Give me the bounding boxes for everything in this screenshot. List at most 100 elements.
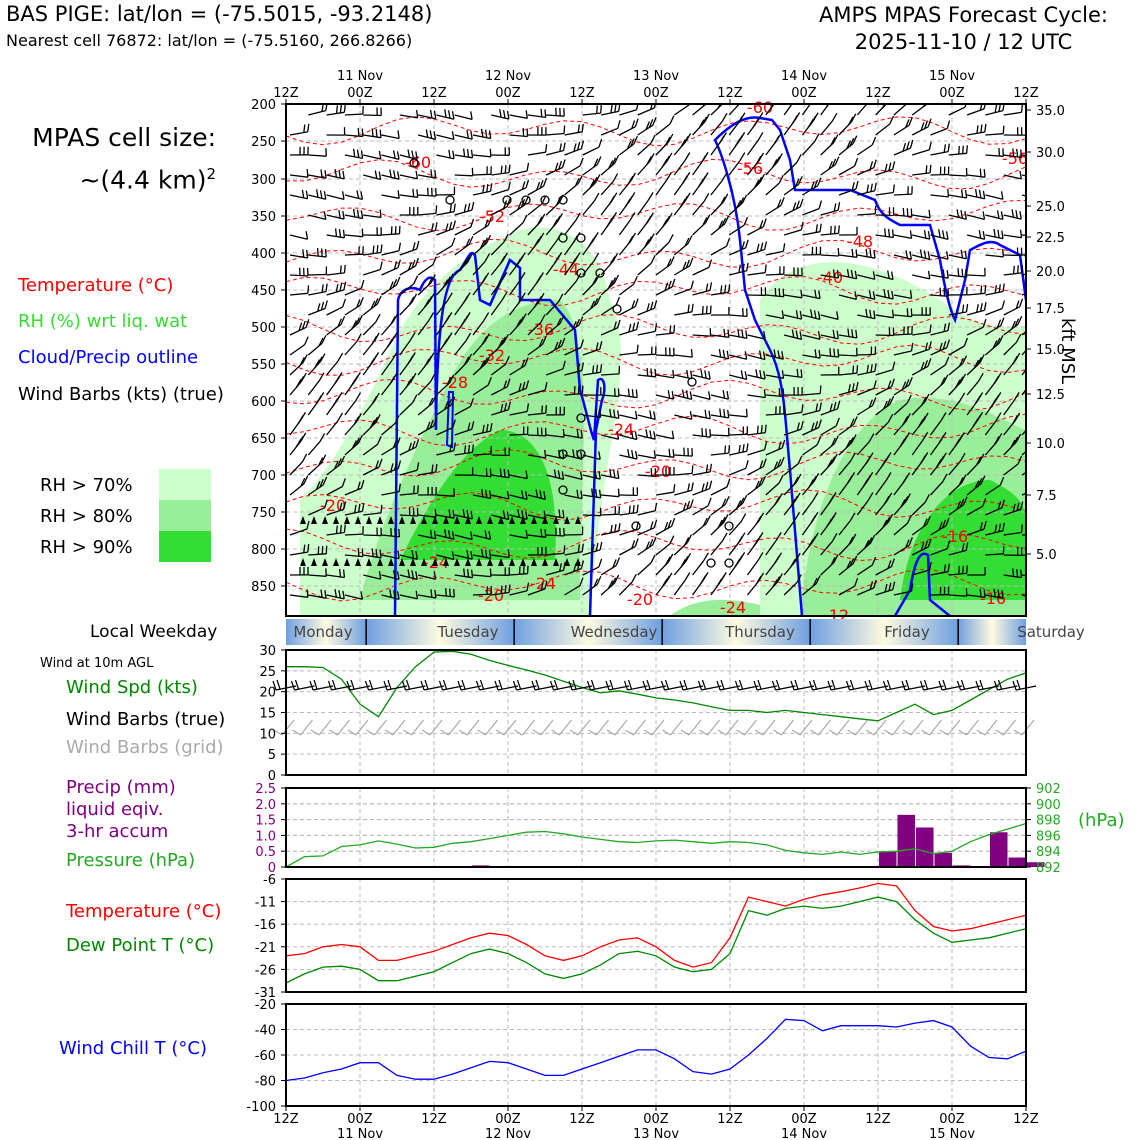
wind-barb-flag	[776, 459, 782, 468]
wind-barb	[436, 554, 455, 561]
wind-barb-flag	[377, 436, 382, 445]
surface-wind-barb-flag	[623, 680, 629, 691]
wind-barb-flag	[545, 405, 548, 414]
wind-barb-flag	[470, 218, 475, 228]
surface-wind-barb-flag	[642, 680, 647, 691]
wind-barb-flag	[316, 248, 319, 257]
wind-barb-flag	[319, 190, 323, 199]
wind-barb-flag	[1011, 320, 1016, 330]
wind-barb-flag	[1038, 171, 1040, 179]
wind-barb	[1003, 234, 1022, 239]
wind-barb-flag	[883, 289, 886, 298]
wind-barb-flag	[434, 509, 437, 518]
wind-barb-flag	[371, 395, 378, 405]
wind-barb	[326, 234, 345, 239]
wind-barb-flag	[834, 156, 840, 165]
wind-barb	[710, 180, 723, 196]
surface-wind-barb	[590, 685, 611, 691]
wind-barb-flag	[653, 104, 657, 109]
wind-barb	[765, 447, 783, 456]
wind-barb-flag	[361, 503, 365, 512]
grid-wind-barb-flag	[958, 729, 967, 736]
wind-barb-flag	[789, 558, 796, 568]
wind-barb-flag	[721, 217, 727, 227]
pressure-ytick-label: 900	[1036, 798, 1061, 813]
wind-barb-flag	[664, 521, 669, 531]
wind-barb-flag	[928, 341, 932, 350]
wind-barb-flag	[756, 425, 759, 434]
surface-wind-barb	[553, 685, 574, 691]
wind-barb-flag	[799, 331, 803, 340]
wind-barb-flag	[886, 398, 891, 407]
wind-barb-flag	[958, 566, 960, 575]
wind-barb-flag	[835, 417, 840, 427]
wind-pennant	[487, 516, 493, 524]
precip-ytick-label: 2.5	[255, 782, 276, 797]
wind-barb	[491, 554, 510, 559]
wind-barb-flag	[978, 189, 982, 199]
weekday-name: Friday	[884, 623, 930, 641]
wind-barb	[619, 511, 638, 516]
wind-barb-flag	[411, 150, 415, 159]
grid-wind-barb	[522, 719, 535, 736]
wind-barb-flag	[444, 315, 450, 324]
wind-barb-flag	[467, 254, 473, 263]
wind-barb-flag	[335, 105, 339, 114]
wind-barb	[985, 214, 1004, 221]
wind-barb	[600, 414, 619, 419]
wind-barb-flag	[870, 364, 873, 373]
surface-wind-barb-flag	[553, 679, 559, 690]
wind-barb-flag	[683, 537, 690, 546]
wind-barb	[564, 474, 583, 481]
grid-wind-barb	[725, 719, 739, 736]
wind-barb	[875, 480, 887, 496]
wind-barb-flag	[572, 321, 577, 330]
wind-pennant	[410, 558, 416, 566]
wind-barb-flag	[672, 369, 675, 378]
wind-barb	[783, 206, 801, 216]
wind-barb-flag	[453, 203, 456, 212]
temp-ytick-label: -11	[255, 896, 276, 911]
wind-barb-flag	[341, 191, 345, 200]
wind-barb-flag	[521, 381, 526, 391]
wind-barb	[326, 594, 345, 600]
wind-barb-flag	[633, 135, 638, 145]
wind-barb-flag	[525, 530, 528, 539]
wind-barb-flag	[832, 329, 836, 338]
wind-barb-flag	[315, 189, 319, 198]
wind-barb-flag	[941, 519, 947, 529]
wind-barb-flag	[777, 573, 783, 582]
wind-barb-flag	[891, 309, 895, 318]
wind-barb-flag	[1017, 315, 1023, 325]
wind-barb-flag	[428, 397, 434, 407]
wind-barb-flag	[851, 383, 855, 392]
precip-bar	[990, 832, 1008, 867]
wind-barb	[1021, 330, 1026, 336]
wind-barb	[838, 274, 857, 280]
wind-barb	[802, 231, 821, 236]
wind-barb-flag	[371, 548, 374, 557]
wind-barb	[618, 581, 633, 596]
wind-barb-flag	[634, 118, 639, 127]
wind-barb	[801, 141, 816, 156]
chill-ytick-label: -20	[255, 998, 276, 1013]
wind-barb-flag	[978, 230, 982, 239]
wind-barb	[893, 294, 912, 300]
wind-barb	[674, 354, 693, 358]
wind-barb-flag	[962, 145, 964, 154]
wind-barb	[729, 433, 748, 436]
surface-wind-barb-flag	[757, 679, 762, 690]
wind-barb-flag	[333, 460, 339, 470]
wind-barb	[326, 360, 339, 376]
wind-barb	[619, 352, 638, 356]
wind-barb	[802, 392, 821, 396]
grid-wind-barb	[374, 719, 387, 736]
wind-chill-label: Wind Chill T (°C)	[59, 1038, 207, 1059]
wind-barb-flag	[965, 269, 968, 278]
wind-barb-flag	[957, 376, 964, 386]
wind-barb-flag	[800, 369, 803, 378]
wind-barb-flag	[500, 403, 504, 413]
wind-barb-flag	[984, 285, 987, 294]
precip-bar	[1027, 862, 1045, 867]
wind-barb	[1021, 349, 1026, 356]
